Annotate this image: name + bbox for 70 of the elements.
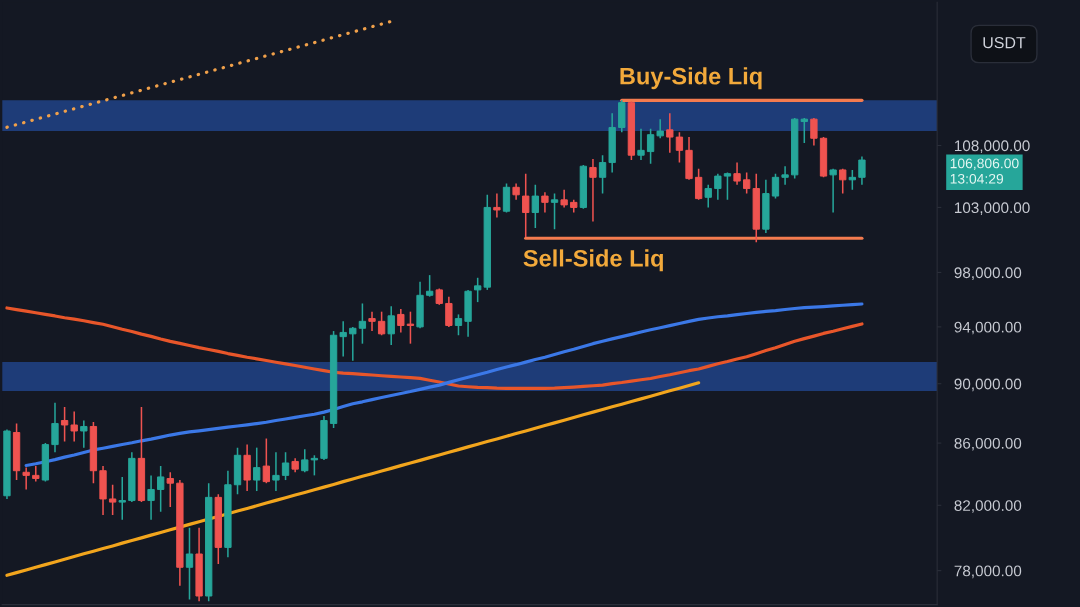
candlestick <box>646 127 655 165</box>
candlestick <box>301 448 309 474</box>
candlestick <box>589 158 597 223</box>
candlestick <box>406 310 415 345</box>
candlestick <box>185 527 194 601</box>
candlestick <box>157 465 165 513</box>
y-tick-label: 90,000.00 <box>954 378 1022 392</box>
candlestick <box>704 184 712 209</box>
candlestick <box>118 476 126 521</box>
candlestick <box>675 131 684 164</box>
y-tick-label: 94,000.00 <box>954 321 1022 335</box>
candlestick <box>397 308 405 334</box>
candlestick <box>60 406 69 443</box>
text: 106,806.00 13:04:29 <box>950 158 1019 184</box>
candlestick <box>531 184 539 229</box>
candlestick <box>598 154 607 195</box>
candlestick <box>445 295 453 328</box>
candlestick <box>454 313 463 337</box>
candlestick <box>694 167 703 201</box>
line-series <box>5 19 393 129</box>
candlestick <box>253 446 261 492</box>
candlestick <box>723 171 732 201</box>
candlestick <box>349 326 357 362</box>
candlestick <box>522 172 530 238</box>
y-axis-title: USDT <box>983 36 1026 49</box>
line-series <box>24 302 864 468</box>
candlestick <box>70 410 78 443</box>
line-series <box>5 306 864 390</box>
candlestick <box>51 401 59 453</box>
candlestick <box>368 310 376 332</box>
candlestick <box>262 437 270 484</box>
candlestick <box>339 320 347 358</box>
candlestick <box>358 302 367 345</box>
candlestick <box>637 127 645 161</box>
candlestick <box>743 171 751 195</box>
candlestick <box>810 117 818 147</box>
candlestick <box>22 466 30 491</box>
y-tick-label: 86,000.00 <box>954 437 1022 451</box>
candlestick <box>502 182 511 214</box>
y-tick-label: 103,000.00 <box>954 202 1030 215</box>
candlestick <box>771 172 780 200</box>
candlestick <box>310 454 319 477</box>
candlestick <box>666 112 674 154</box>
candlestick <box>839 167 847 195</box>
candlestick <box>714 172 722 201</box>
series-label: Sell-Side Liq <box>523 249 663 272</box>
candlestick <box>32 465 40 483</box>
candlestick <box>733 161 741 186</box>
candlestick <box>272 451 280 492</box>
candlestick <box>781 165 789 186</box>
candlestick <box>550 192 559 230</box>
candlestick <box>858 155 866 186</box>
candlestick <box>281 451 290 481</box>
candlestick <box>377 310 386 337</box>
y-tick-label: 98,000.00 <box>954 267 1022 280</box>
candlestick <box>166 471 174 508</box>
candlestick <box>108 483 117 516</box>
line-series <box>5 381 701 577</box>
series-label: Buy-Side Liq <box>620 67 762 90</box>
candlestick <box>80 419 88 449</box>
candlestick <box>829 167 837 214</box>
candlestick <box>493 192 501 219</box>
y-tick-label: 108,000.00 <box>954 140 1030 153</box>
y-tick-label: 82,000.00 <box>954 500 1022 513</box>
y-tick-label: 78,000.00 <box>954 565 1022 579</box>
candlestick <box>425 274 434 298</box>
candlestick <box>656 118 664 140</box>
candlestick <box>147 474 155 521</box>
candlestick <box>387 305 395 346</box>
candlestick <box>541 191 549 214</box>
